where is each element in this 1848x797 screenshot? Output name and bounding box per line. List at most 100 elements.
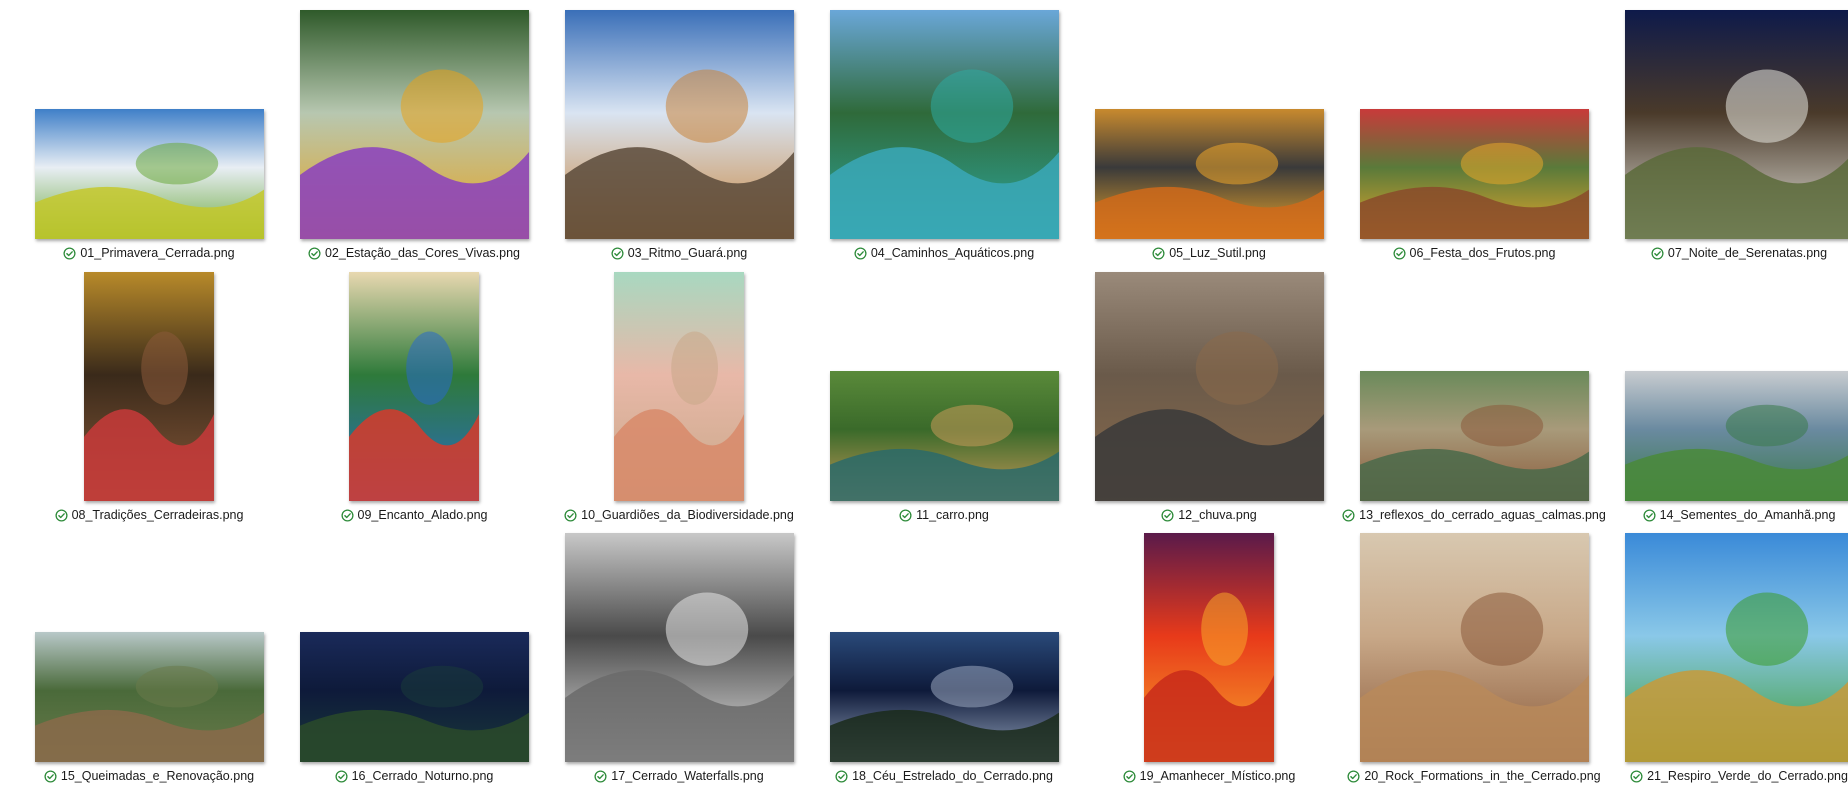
synced-check-icon [63, 246, 76, 260]
file-caption[interactable]: 10_Guardiões_da_Biodiversidade.png [547, 508, 811, 522]
file-caption[interactable]: 20_Rock_Formations_in_the_Cerrado.png [1342, 769, 1606, 783]
image-thumbnail[interactable] [1144, 533, 1274, 762]
thumbnail-frame [282, 533, 546, 762]
file-caption[interactable]: 01_Primavera_Cerrada.png [17, 246, 281, 260]
file-name-label: 12_chuva.png [1178, 508, 1257, 522]
image-thumbnail[interactable] [1624, 371, 1848, 501]
image-thumbnail[interactable] [1359, 371, 1589, 501]
image-thumbnail[interactable] [1359, 109, 1589, 239]
image-thumbnail[interactable] [1094, 109, 1324, 239]
file-caption[interactable]: 09_Encanto_Alado.png [282, 508, 546, 522]
thumbnail-frame [1077, 272, 1341, 501]
file-caption[interactable]: 04_Caminhos_Aquáticos.png [812, 246, 1076, 260]
thumbnail-frame [812, 10, 1076, 239]
file-name-label: 18_Céu_Estrelado_do_Cerrado.png [852, 769, 1053, 783]
thumbnail-frame [17, 533, 281, 762]
thumbnail-frame [282, 272, 546, 501]
file-caption[interactable]: 17_Cerrado_Waterfalls.png [547, 769, 811, 783]
file-name-label: 14_Sementes_do_Amanhã.png [1659, 508, 1836, 522]
synced-check-icon [854, 246, 867, 260]
file-caption[interactable]: 19_Amanhecer_Místico.png [1077, 769, 1341, 783]
thumbnail-frame [1077, 10, 1341, 239]
thumbnail-frame [17, 10, 281, 239]
image-thumbnail[interactable] [34, 109, 264, 239]
thumbnail-frame [547, 533, 811, 762]
file-name-label: 16_Cerrado_Noturno.png [351, 769, 494, 783]
image-thumbnail[interactable] [299, 632, 529, 762]
thumbnail-frame [17, 272, 281, 501]
image-thumbnail[interactable] [564, 533, 794, 762]
file-name-label: 09_Encanto_Alado.png [357, 508, 488, 522]
image-thumbnail[interactable] [349, 272, 479, 501]
synced-check-icon [899, 508, 912, 522]
file-caption[interactable]: 02_Estação_das_Cores_Vivas.png [282, 246, 546, 260]
file-caption[interactable]: 13_reflexos_do_cerrado_aguas_calmas.png [1342, 508, 1606, 522]
synced-check-icon [1651, 246, 1664, 260]
thumbnail-frame [547, 272, 811, 501]
synced-check-icon [835, 769, 848, 783]
image-thumbnail[interactable] [34, 632, 264, 762]
image-thumbnail[interactable] [829, 632, 1059, 762]
file-caption[interactable]: 21_Respiro_Verde_do_Cerrado.png [1607, 769, 1848, 783]
image-thumbnail[interactable] [1359, 533, 1589, 762]
thumbnail-frame [812, 533, 1076, 762]
synced-check-icon [308, 246, 321, 260]
synced-check-icon [1643, 508, 1656, 522]
thumbnail-frame [812, 272, 1076, 501]
thumbnail-frame [1607, 10, 1848, 239]
thumbnail-frame [1077, 533, 1341, 762]
synced-check-icon [340, 508, 354, 522]
synced-check-icon [1392, 246, 1406, 260]
image-thumbnail[interactable] [299, 10, 529, 239]
image-thumbnail[interactable] [1624, 533, 1848, 762]
image-thumbnail[interactable] [829, 10, 1059, 239]
file-name-label: 20_Rock_Formations_in_the_Cerrado.png [1364, 769, 1601, 783]
image-thumbnail[interactable] [564, 10, 794, 239]
image-thumbnail[interactable] [1094, 272, 1324, 501]
file-caption[interactable]: 08_Tradições_Cerradeiras.png [17, 508, 281, 522]
file-name-label: 03_Ritmo_Guará.png [627, 246, 748, 260]
file-caption[interactable]: 16_Cerrado_Noturno.png [282, 769, 546, 783]
synced-check-icon [44, 769, 57, 783]
thumbnail-frame [1607, 533, 1848, 762]
file-name-label: 08_Tradições_Cerradeiras.png [71, 508, 244, 522]
file-caption[interactable]: 15_Queimadas_e_Renovação.png [17, 769, 281, 783]
synced-check-icon [1347, 769, 1360, 783]
file-name-label: 02_Estação_das_Cores_Vivas.png [324, 246, 521, 260]
file-caption[interactable]: 03_Ritmo_Guará.png [547, 246, 811, 260]
synced-check-icon [611, 246, 624, 260]
file-caption[interactable]: 05_Luz_Sutil.png [1077, 246, 1341, 260]
file-name-label: 07_Noite_de_Serenatas.png [1667, 246, 1828, 260]
file-caption[interactable]: 18_Céu_Estrelado_do_Cerrado.png [812, 769, 1076, 783]
file-name-label: 19_Amanhecer_Místico.png [1139, 769, 1296, 783]
file-name-label: 13_reflexos_do_cerrado_aguas_calmas.png [1359, 508, 1606, 522]
file-name-label: 01_Primavera_Cerrada.png [80, 246, 235, 260]
image-thumbnail[interactable] [614, 272, 744, 501]
synced-check-icon [335, 769, 348, 783]
image-thumbnail[interactable] [84, 272, 214, 501]
thumbnail-frame [1342, 272, 1606, 501]
synced-check-icon [564, 508, 577, 522]
file-caption[interactable]: 14_Sementes_do_Amanhã.png [1607, 508, 1848, 522]
synced-check-icon [1161, 508, 1174, 522]
synced-check-icon [1123, 769, 1136, 783]
synced-check-icon [1342, 508, 1355, 522]
synced-check-icon [594, 769, 607, 783]
file-caption[interactable]: 11_carro.png [812, 508, 1076, 522]
file-name-label: 06_Festa_dos_Frutos.png [1409, 246, 1556, 260]
file-name-label: 05_Luz_Sutil.png [1169, 246, 1266, 260]
file-name-label: 15_Queimadas_e_Renovação.png [60, 769, 255, 783]
file-caption[interactable]: 07_Noite_de_Serenatas.png [1607, 246, 1848, 260]
file-name-label: 10_Guardiões_da_Biodiversidade.png [581, 508, 794, 522]
file-caption[interactable]: 06_Festa_dos_Frutos.png [1342, 246, 1606, 260]
file-caption[interactable]: 12_chuva.png [1077, 508, 1341, 522]
thumbnail-frame [1342, 10, 1606, 239]
image-thumbnail[interactable] [1624, 10, 1848, 239]
image-thumbnail[interactable] [829, 371, 1059, 501]
file-name-label: 11_carro.png [916, 508, 989, 522]
thumbnail-frame [1342, 533, 1606, 762]
file-name-label: 21_Respiro_Verde_do_Cerrado.png [1647, 769, 1848, 783]
synced-check-icon [55, 508, 68, 522]
thumbnail-frame [282, 10, 546, 239]
